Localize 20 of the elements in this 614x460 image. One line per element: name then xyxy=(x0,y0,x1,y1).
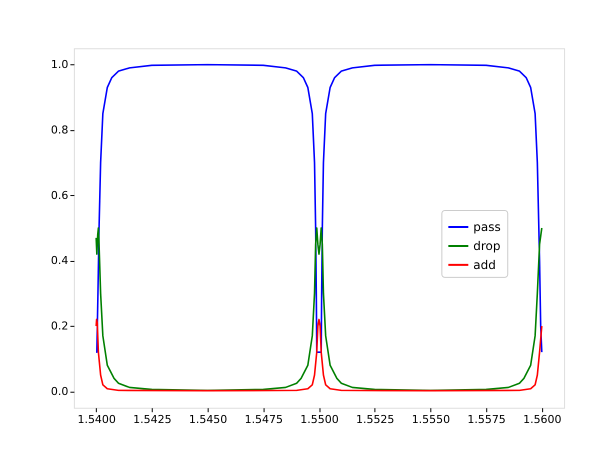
line-series xyxy=(95,318,543,392)
y-tick-label: 0.4 xyxy=(50,254,68,268)
x-tick-label: 1.5500 xyxy=(300,413,339,426)
y-tick-label: 1.0 xyxy=(50,58,68,72)
x-tick-label: 1.5575 xyxy=(467,413,506,426)
legend-label: add xyxy=(473,258,496,272)
x-tick-label: 1.5525 xyxy=(356,413,394,426)
y-tick-label: 0.6 xyxy=(50,188,68,202)
y-tick-label: 0.2 xyxy=(50,320,68,333)
y-tick-label: 0.0 xyxy=(50,384,68,398)
x-tick-label: 1.5425 xyxy=(133,413,172,426)
x-tick-label: 1.5550 xyxy=(412,413,450,426)
y-tick-label: 0.8 xyxy=(50,123,68,136)
x-tick-label: 1.5450 xyxy=(188,413,228,426)
line-series xyxy=(95,64,543,353)
x-tick-label: 1.5400 xyxy=(77,413,116,426)
x-tick-label: 1.5475 xyxy=(244,413,283,426)
x-tick-label: 1.5600 xyxy=(523,413,562,426)
legend-label: pass xyxy=(473,220,501,234)
legend-label: drop xyxy=(473,238,500,253)
